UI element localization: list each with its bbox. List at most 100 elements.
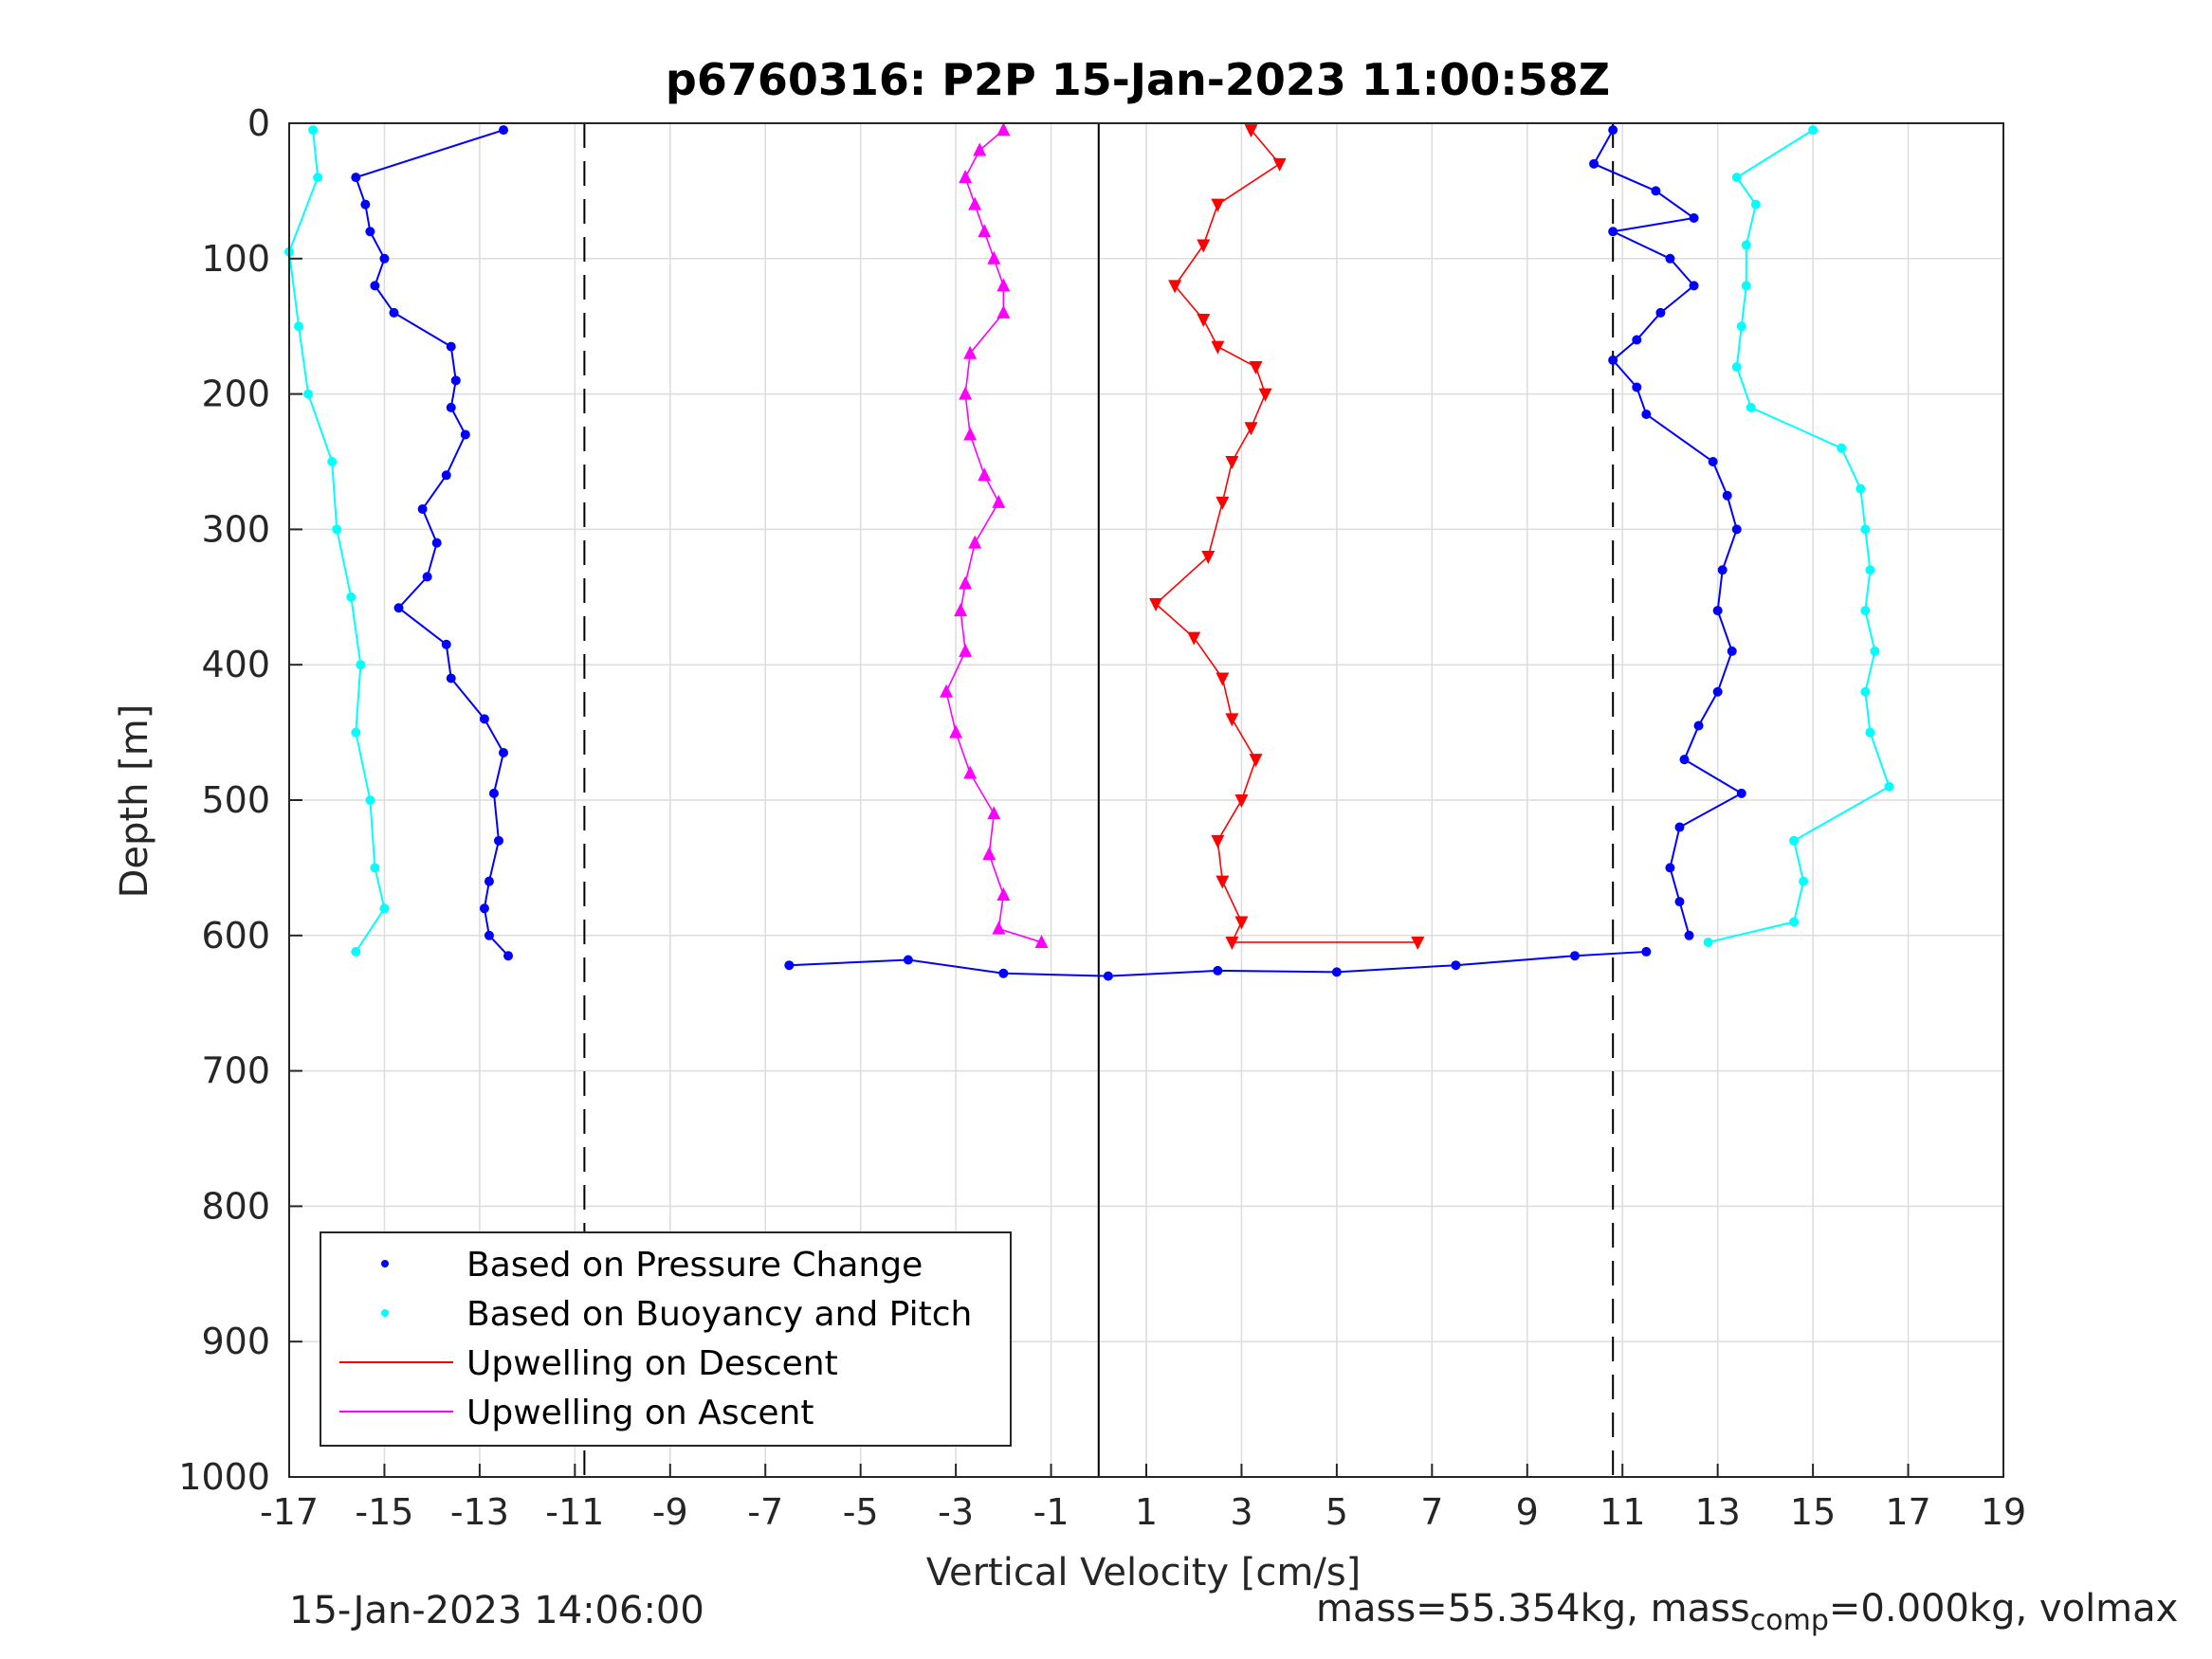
data-point	[1789, 917, 1800, 927]
data-point	[1197, 314, 1211, 328]
y-axis-label: Depth [m]	[113, 704, 156, 899]
legend-label: Based on Buoyancy and Pitch	[466, 1295, 972, 1334]
data-point	[1736, 788, 1746, 798]
data-point	[1244, 422, 1258, 436]
footer-mass-sub: comp	[1749, 1604, 1829, 1637]
data-point	[1717, 565, 1728, 575]
data-point	[996, 278, 1011, 292]
y-tick-label: 300	[201, 508, 270, 550]
data-point	[484, 876, 494, 886]
data-point	[978, 467, 992, 482]
data-point	[441, 470, 451, 481]
data-point	[1693, 720, 1704, 731]
data-point	[1865, 565, 1875, 575]
data-point	[1244, 124, 1258, 138]
plot-area	[284, 122, 1894, 981]
footer-mass-suffix: =0.000kg, volmax	[1828, 1587, 2179, 1631]
series-line	[287, 130, 386, 953]
x-tick-label: -17	[260, 1491, 319, 1533]
series-group	[351, 125, 1746, 981]
y-tick-label: 700	[201, 1050, 270, 1092]
data-point	[963, 427, 978, 441]
data-point	[479, 903, 489, 914]
reference-lines	[583, 123, 1615, 1477]
data-point	[959, 170, 973, 184]
data-point	[1865, 727, 1875, 738]
data-point	[992, 921, 1006, 935]
x-tick-label: 1	[1135, 1491, 1158, 1533]
data-point	[1331, 967, 1342, 977]
y-tick-label: 400	[201, 644, 270, 685]
legend: Based on Pressure Change Based on Buoyanc…	[320, 1231, 1012, 1447]
data-point	[1712, 686, 1723, 697]
data-point	[1741, 240, 1751, 250]
data-point	[332, 524, 342, 535]
y-tick-label: 100	[201, 238, 270, 280]
data-point	[996, 304, 1011, 319]
data-point	[484, 930, 494, 940]
data-point	[422, 572, 432, 582]
data-point	[1225, 456, 1239, 469]
data-point	[1884, 781, 1894, 792]
data-point	[940, 684, 954, 698]
data-point	[1249, 361, 1263, 375]
x-tick-label: -1	[1033, 1491, 1069, 1533]
data-point	[998, 968, 1009, 978]
data-point	[954, 603, 968, 617]
series-group	[940, 122, 1049, 948]
data-point	[968, 196, 982, 210]
data-point	[1731, 173, 1742, 183]
legend-box	[320, 1231, 1012, 1447]
x-tick-label: -7	[747, 1491, 783, 1533]
data-point	[1741, 281, 1751, 291]
data-point	[1216, 496, 1230, 510]
data-point	[356, 660, 366, 670]
data-point	[446, 402, 456, 412]
data-point	[1411, 936, 1425, 950]
data-point	[959, 386, 973, 400]
data-point	[360, 199, 371, 210]
data-point	[1451, 960, 1461, 971]
legend-label: Upwelling on Ascent	[466, 1394, 814, 1432]
x-tick-label: -11	[545, 1491, 604, 1533]
data-point	[460, 429, 470, 440]
data-point	[996, 886, 1011, 901]
data-point	[1689, 281, 1699, 291]
data-point	[499, 748, 508, 758]
data-point	[1679, 755, 1690, 765]
data-point	[1608, 355, 1618, 365]
data-point	[370, 281, 380, 291]
data-point	[327, 457, 338, 466]
data-point	[294, 321, 304, 332]
series-group	[284, 125, 1894, 957]
data-point	[982, 847, 996, 861]
y-tick-label: 1000	[178, 1456, 270, 1498]
data-point	[987, 250, 1001, 264]
series-line	[1154, 129, 1418, 943]
x-tick-label: 7	[1420, 1491, 1443, 1533]
data-point	[1665, 863, 1675, 873]
data-point	[1789, 835, 1800, 846]
data-point	[1856, 483, 1866, 494]
y-tick-label: 800	[201, 1185, 270, 1227]
y-axis-ticks: 0 100 200 300 400 500 600 700 800 900 1000	[178, 102, 302, 1498]
data-point	[1860, 686, 1871, 697]
data-point	[493, 835, 503, 846]
data-point	[1211, 834, 1225, 848]
data-point	[973, 142, 987, 156]
footer-mass-info: mass=55.354kg, masscomp=0.000kg, volmax	[1316, 1587, 2178, 1637]
x-tick-label: 19	[1981, 1491, 2026, 1533]
data-point	[1870, 646, 1880, 656]
data-point	[313, 173, 323, 183]
data-point	[949, 724, 963, 738]
data-point	[370, 863, 380, 873]
data-point	[303, 389, 314, 399]
data-point	[488, 788, 499, 798]
data-point	[1860, 606, 1871, 616]
data-point	[503, 951, 514, 961]
data-point	[1708, 457, 1718, 466]
data-point	[365, 795, 375, 805]
chart-title: p6760316: P2P 15-Jan-2023 11:00:58Z	[666, 54, 1610, 105]
x-axis-label: Vertical Velocity [cm/s]	[926, 1551, 1362, 1595]
data-point	[441, 639, 451, 649]
